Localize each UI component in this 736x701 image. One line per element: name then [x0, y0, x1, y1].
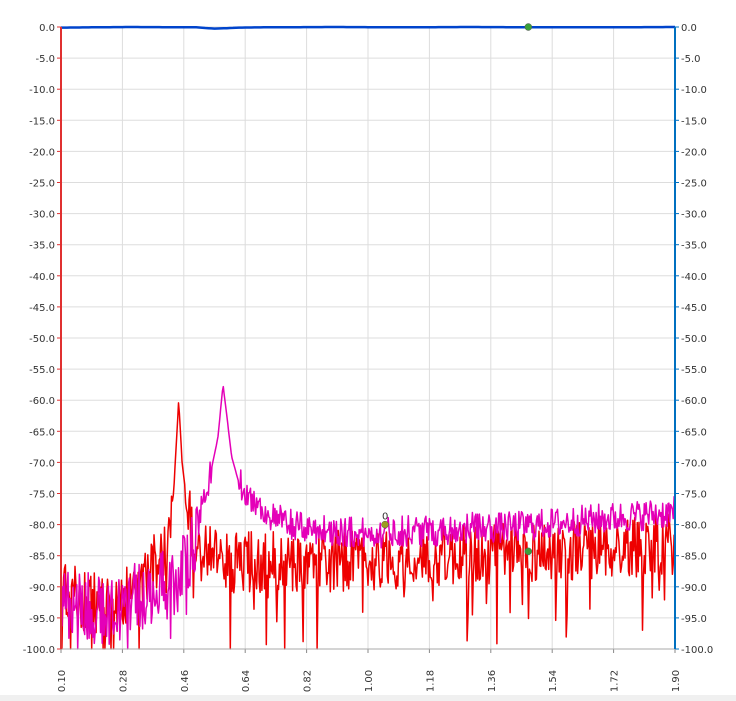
y-tick-label-right: 0.0: [681, 23, 697, 34]
y-tick-label-left: -85.0: [29, 552, 55, 563]
x-tick-label: 0.64: [241, 670, 252, 692]
data-marker: [381, 520, 389, 529]
y-tick-label-right: -60.0: [681, 396, 707, 407]
y-tick-label-right: -70.0: [681, 458, 707, 469]
series-group: [60, 25, 676, 650]
y-tick-label-left: -20.0: [29, 147, 55, 158]
y-tick-label-left: 0.0: [39, 23, 55, 34]
y-tick-label-left: -75.0: [29, 490, 55, 501]
y-tick-label-left: -55.0: [29, 365, 55, 376]
y-tick-label-right: -35.0: [681, 241, 707, 252]
y-tick-label-right: -90.0: [681, 583, 707, 594]
y-tick-label-left: -80.0: [29, 521, 55, 532]
data-marker: [524, 23, 533, 31]
y-tick-label-left: -70.0: [29, 458, 55, 469]
y-tick-label-left: -50.0: [29, 334, 55, 345]
y-tick-label-right: -80.0: [681, 521, 707, 532]
y-tick-label-left: -90.0: [29, 583, 55, 594]
x-tick-label: 0.10: [57, 670, 68, 692]
x-tick-label: 1.90: [671, 670, 682, 692]
y-tick-label-right: -55.0: [681, 365, 707, 376]
y-tick-label-left: -10.0: [29, 85, 55, 96]
y-tick-label-right: -30.0: [681, 210, 707, 221]
y-tick-label-left: -45.0: [29, 303, 55, 314]
x-tick-label: 1.36: [487, 670, 498, 692]
y-tick-label-right: -45.0: [681, 303, 707, 314]
y-tick-label-right: -40.0: [681, 272, 707, 283]
x-tick-label: 0.28: [118, 670, 129, 692]
y-tick-label-left: -100.0: [23, 645, 55, 656]
y-tick-label-right: -10.0: [681, 85, 707, 96]
series-line-magenta: [60, 385, 676, 650]
y-tick-label-right: -25.0: [681, 179, 707, 190]
y-tick-label-left: -95.0: [29, 614, 55, 625]
y-tick-label-left: -25.0: [29, 179, 55, 190]
data-marker: [524, 547, 533, 556]
y-tick-label-left: -5.0: [35, 54, 55, 65]
x-tick-label: 1.18: [425, 670, 436, 692]
y-tick-label-right: -15.0: [681, 116, 707, 127]
x-tick-label: 1.72: [610, 670, 621, 692]
y-tick-label-left: -60.0: [29, 396, 55, 407]
y-tick-label-left: -15.0: [29, 116, 55, 127]
marker-group: 0: [381, 23, 533, 556]
x-tick-label: 0.82: [303, 670, 314, 692]
y-tick-label-right: -65.0: [681, 427, 707, 438]
y-tick-label-right: -50.0: [681, 334, 707, 345]
series-line-blue: [61, 25, 675, 30]
y-tick-label-right: -5.0: [681, 54, 701, 65]
y-tick-label-left: -40.0: [29, 272, 55, 283]
y-tick-label-left: -35.0: [29, 241, 55, 252]
y-tick-label-left: -30.0: [29, 210, 55, 221]
y-tick-label-right: -95.0: [681, 614, 707, 625]
tick-labels: 0.0 0.0 -5.0 -5.0 -10.0 -10.0 -15.0 -15.0 -20.0 -…: [23, 23, 714, 692]
y-tick-label-left: -65.0: [29, 427, 55, 438]
y-tick-label-right: -75.0: [681, 490, 707, 501]
x-tick-label: 1.54: [548, 670, 559, 692]
x-tick-label: 0.46: [180, 670, 191, 692]
data-marker-label: 0: [382, 512, 388, 523]
x-tick-label: 1.00: [364, 670, 375, 692]
axes-group: [57, 26, 679, 653]
bottom-strip: [0, 695, 736, 701]
y-tick-label-right: -20.0: [681, 147, 707, 158]
y-tick-label-right: -85.0: [681, 552, 707, 563]
y-tick-label-right: -100.0: [681, 645, 713, 656]
